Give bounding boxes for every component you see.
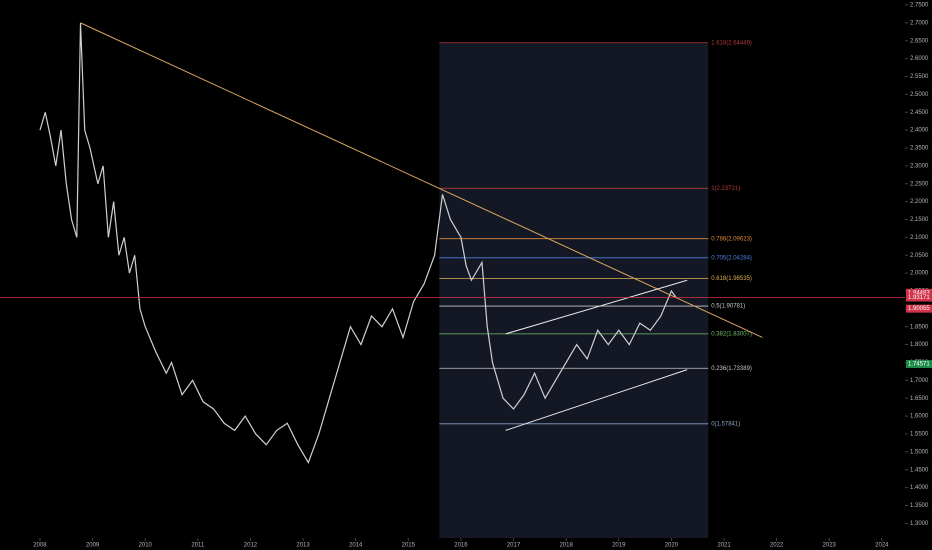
y-tick-label: 2.7000 bbox=[910, 20, 929, 26]
x-tick-label: 2017 bbox=[507, 543, 521, 549]
y-tick-label: 2.1000 bbox=[910, 235, 929, 241]
x-tick-label: 2011 bbox=[191, 543, 205, 549]
price-tag bbox=[906, 304, 932, 313]
y-tick-label: 1.6500 bbox=[910, 396, 929, 402]
fib-box bbox=[439, 42, 709, 538]
trend-line bbox=[505, 279, 688, 335]
y-tick-label: 2.5500 bbox=[910, 74, 929, 80]
price-tag-label: 1.93171 bbox=[908, 295, 930, 301]
x-tick-label: 2012 bbox=[244, 543, 258, 549]
y-tick-label: 1.8000 bbox=[910, 342, 929, 348]
y-tick-label: 2.2000 bbox=[910, 199, 929, 205]
trend-line bbox=[80, 22, 763, 338]
y-tick-label: 1.3000 bbox=[910, 521, 929, 527]
price-tag bbox=[906, 293, 932, 302]
price-tag-label: 1.74571 bbox=[908, 362, 930, 368]
fib-label: 0.382(1.83007) bbox=[711, 331, 752, 337]
y-tick-label: 2.0000 bbox=[910, 271, 929, 277]
y-tick-label: 2.3000 bbox=[910, 163, 929, 169]
y-tick-label: 2.2500 bbox=[910, 181, 929, 187]
y-tick-label: 1.6000 bbox=[910, 414, 929, 420]
y-tick-label: 2.7500 bbox=[910, 3, 929, 9]
y-axis-bg bbox=[905, 0, 932, 550]
x-tick-label: 2008 bbox=[33, 543, 47, 549]
y-tick-label: 1.4500 bbox=[910, 467, 929, 473]
fib-label: 1(2.23721) bbox=[711, 186, 740, 192]
price-line bbox=[39, 22, 678, 464]
trend-line bbox=[505, 369, 688, 431]
x-tick-label: 2024 bbox=[875, 543, 889, 549]
y-tick-label: 1.7000 bbox=[910, 378, 929, 384]
x-tick-label: 2021 bbox=[717, 543, 731, 549]
y-tick-label: 2.6500 bbox=[910, 38, 929, 44]
y-tick-label: 1.5500 bbox=[910, 432, 929, 438]
y-tick-label: 2.4500 bbox=[910, 110, 929, 116]
fib-label: 0.236(1.73389) bbox=[711, 366, 752, 372]
y-tick-label: 2.5000 bbox=[910, 92, 929, 98]
price-tag bbox=[906, 288, 932, 297]
x-tick-label: 2018 bbox=[559, 543, 573, 549]
y-tick-label: 1.4000 bbox=[910, 485, 929, 491]
y-tick-label: 2.0500 bbox=[910, 253, 929, 259]
x-tick-label: 2019 bbox=[612, 543, 626, 549]
y-tick-label: 2.6000 bbox=[910, 56, 929, 62]
y-tick-label: 2.1500 bbox=[910, 217, 929, 223]
x-tick-label: 2014 bbox=[349, 543, 363, 549]
x-tick-label: 2010 bbox=[139, 543, 153, 549]
fib-label: 0.618(1.98535) bbox=[711, 276, 752, 282]
fib-label: 0(1.57841) bbox=[711, 421, 740, 427]
x-tick-label: 2015 bbox=[402, 543, 416, 549]
price-tag bbox=[906, 360, 932, 369]
x-tick-label: 2009 bbox=[86, 543, 100, 549]
fib-label: 0.705(2.04284) bbox=[711, 255, 752, 261]
x-tick-label: 2016 bbox=[454, 543, 468, 549]
x-tick-label: 2013 bbox=[296, 543, 310, 549]
price-tag-label: 1.90055 bbox=[908, 306, 930, 312]
y-tick-label: 2.4000 bbox=[910, 128, 929, 134]
y-tick-label: 1.8500 bbox=[910, 324, 929, 330]
x-tick-label: 2020 bbox=[665, 543, 679, 549]
y-tick-label: 2.3500 bbox=[910, 146, 929, 152]
fib-label: 1.618(2.64449) bbox=[711, 40, 752, 46]
x-tick-label: 2023 bbox=[823, 543, 837, 549]
fib-label: 0.5(1.90781) bbox=[711, 304, 745, 310]
fib-label: 0.786(2.09623) bbox=[711, 236, 752, 242]
y-tick-label: 1.5000 bbox=[910, 449, 929, 455]
price-tag-label: 1.94483 bbox=[908, 290, 930, 296]
y-tick-label: 1.3500 bbox=[910, 503, 929, 509]
x-tick-label: 2022 bbox=[770, 543, 784, 549]
